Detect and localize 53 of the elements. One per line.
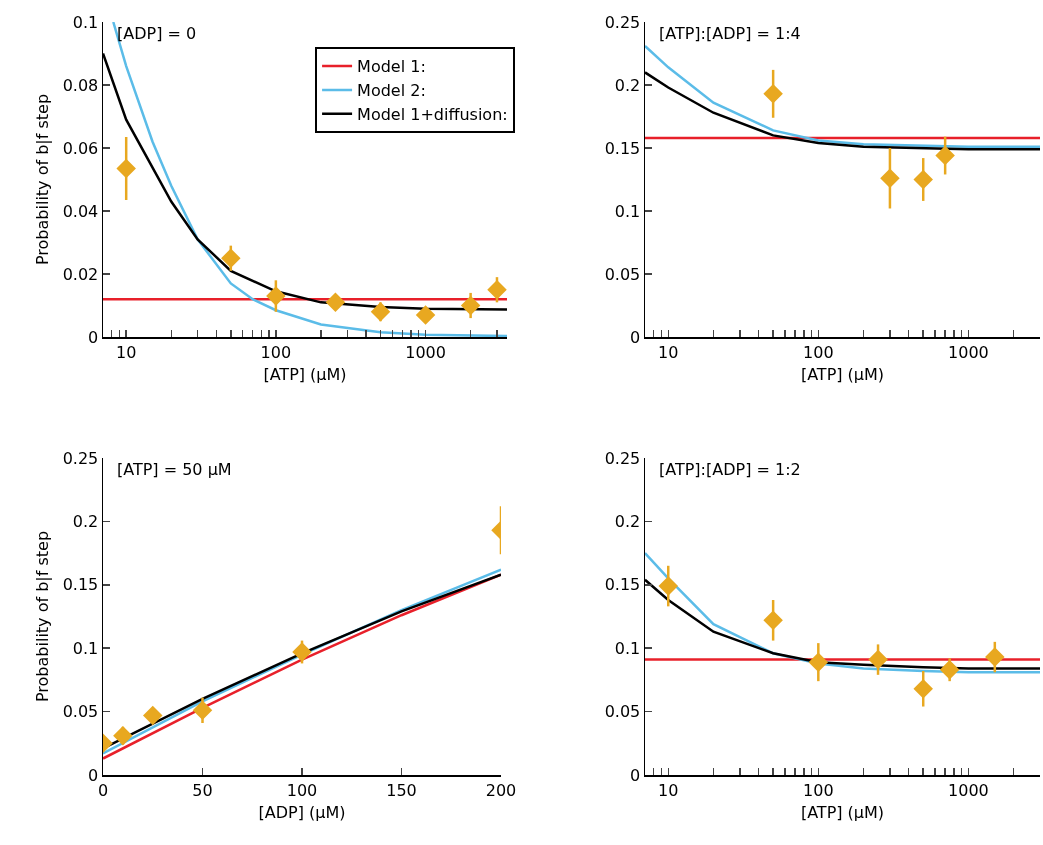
y-tick-label: 0.25 <box>62 448 99 468</box>
legend-label: Model 2: <box>357 81 426 101</box>
y-tick-label: 0.25 <box>604 12 641 32</box>
x-tick-label: 50 <box>192 780 213 800</box>
y-tick-label: 0.05 <box>604 264 641 284</box>
x-axis-title: [ATP] (μM) <box>800 803 885 823</box>
annotation: [ATP]:[ADP] = 1:4 <box>659 24 801 43</box>
y-tick-label: 0.1 <box>72 638 99 658</box>
y-tick-label: 0.2 <box>72 512 99 531</box>
y-tick-label: 0.06 <box>62 138 99 158</box>
x-axis-title: [ATP] (μM) <box>263 365 347 385</box>
y-tick-label: 0 <box>630 765 641 785</box>
y-tick-label: 0.25 <box>604 448 641 468</box>
y-tick-label: 0 <box>630 327 641 347</box>
annotation: [ATP]:[ADP] = 1:2 <box>659 460 801 479</box>
y-axis-title: Probability of b|f step <box>32 530 52 703</box>
x-tick-label: 1000 <box>948 780 989 800</box>
x-tick-label: 200 <box>485 780 517 800</box>
y-tick-label: 0.05 <box>62 702 99 722</box>
y-tick-label: 0.08 <box>62 75 99 95</box>
x-tick-label: 10 <box>116 342 137 362</box>
y-tick-label: 0.1 <box>614 201 641 221</box>
y-tick-label: 0.15 <box>604 575 641 595</box>
y-tick-label: 0.1 <box>72 12 99 32</box>
y-tick-label: 0.15 <box>604 138 641 158</box>
x-tick-label: 150 <box>386 780 417 800</box>
y-axis-title: Probability of b|f step <box>32 93 52 266</box>
y-tick-label: 0 <box>88 765 99 785</box>
point <box>192 700 213 721</box>
x-tick-label: 1000 <box>405 342 446 362</box>
annotation: [ATP] = 50 μM <box>117 460 232 479</box>
y-tick-label: 0 <box>88 327 99 347</box>
y-tick-label: 0.2 <box>614 75 641 95</box>
y-tick-label: 0.15 <box>62 575 99 595</box>
legend-label: Model 1: <box>357 57 426 77</box>
annotation: [ADP] = 0 <box>117 24 197 43</box>
x-tick-label: 100 <box>803 780 834 800</box>
x-axis-title: [ADP] (μM) <box>258 803 346 823</box>
legend-label: Model 1+diffusion: <box>357 104 508 124</box>
y-tick-label: 0.02 <box>62 264 99 284</box>
y-tick-label: 0.1 <box>614 638 641 658</box>
x-tick-label: 10 <box>658 342 679 362</box>
x-tick-label: 100 <box>260 342 292 362</box>
x-tick-label: 10 <box>658 780 679 800</box>
x-tick-label: 100 <box>286 780 318 800</box>
point <box>292 642 312 662</box>
y-tick-label: 0.05 <box>604 702 641 722</box>
x-tick-label: 1000 <box>948 342 989 362</box>
x-axis-title: [ATP] (μM) <box>800 365 885 385</box>
point <box>143 705 163 726</box>
y-tick-label: 0.04 <box>62 201 99 221</box>
y-tick-label: 0.2 <box>614 512 641 531</box>
x-tick-label: 100 <box>803 342 834 362</box>
